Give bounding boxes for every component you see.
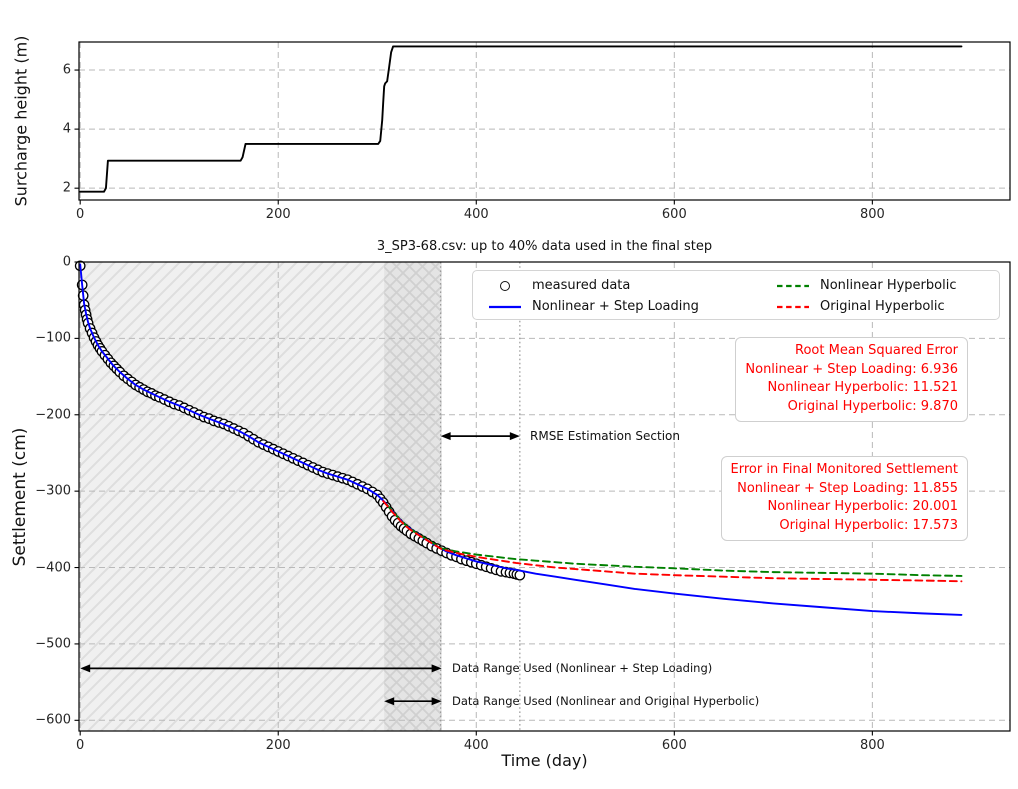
legend-entry-step-loading: Nonlinear + Step Loading [487, 296, 775, 317]
x-tick-label: 800 [859, 738, 885, 753]
x-tick-label: 0 [76, 207, 85, 222]
settlement-axis-label: Settlement (cm) [10, 427, 30, 567]
x-tick-label: 800 [859, 207, 885, 222]
blue-line-icon [487, 304, 523, 310]
y-tick-label: 4 [62, 121, 71, 137]
legend-label-nonlinear-hyperbolic: Nonlinear Hyperbolic [820, 278, 957, 293]
legend-label-step-loading: Nonlinear + Step Loading [532, 299, 699, 314]
x-tick-label: 200 [265, 207, 291, 222]
x-tick-label: 600 [661, 738, 687, 753]
y-tick-label: −200 [35, 407, 71, 423]
rmse-box-line: Nonlinear + Step Loading: 6.936 [745, 361, 958, 377]
error-box-line: Nonlinear + Step Loading: 11.855 [737, 480, 958, 496]
rmse-box-line: Nonlinear Hyperbolic: 11.521 [767, 380, 958, 396]
data-range-hyperbolic-annotation: Data Range Used (Nonlinear and Original … [452, 694, 760, 708]
chart-title: 3_SP3-68.csv: up to 40% data used in the… [376, 239, 713, 254]
x-tick-label: 600 [661, 207, 687, 222]
green-dashed-line-icon [775, 283, 811, 289]
y-tick-label: 2 [62, 180, 71, 196]
rmse-box-line: Original Hyperbolic: 9.870 [787, 399, 958, 415]
time-axis-label: Time (day) [501, 751, 588, 770]
x-tick-label: 400 [463, 207, 489, 222]
legend-label-original-hyperbolic: Original Hyperbolic [820, 299, 945, 314]
error-box-title: Error in Final Monitored Settlement [730, 462, 958, 477]
rmse-section-annotation: RMSE Estimation Section [530, 429, 681, 443]
rmse-error-box: Root Mean Squared Error Nonlinear + Step… [735, 337, 968, 422]
circle-marker-icon [487, 280, 523, 291]
legend-entry-nonlinear-hyperbolic: Nonlinear Hyperbolic [775, 275, 956, 296]
y-tick-label: −300 [35, 483, 71, 499]
surcharge-axis-label: Surcharge height (m) [11, 35, 31, 207]
x-tick-label: 0 [76, 738, 85, 753]
y-tick-label: −500 [35, 636, 71, 652]
data-range-step-loading-annotation: Data Range Used (Nonlinear + Step Loadin… [452, 661, 713, 675]
red-dashed-line-icon [775, 304, 811, 310]
final-settlement-error-box: Error in Final Monitored Settlement Nonl… [720, 456, 968, 541]
y-tick-label: 0 [62, 254, 71, 270]
rmse-box-title: Root Mean Squared Error [795, 343, 958, 358]
y-tick-label: 6 [62, 62, 71, 78]
x-tick-label: 400 [463, 738, 489, 753]
y-tick-label: −600 [35, 712, 71, 728]
y-tick-label: −100 [35, 330, 71, 346]
legend-label-measured-data: measured data [532, 278, 631, 293]
legend-entry-measured-data: measured data [487, 275, 775, 296]
x-tick-label: 200 [265, 738, 291, 753]
error-box-line: Original Hyperbolic: 17.573 [779, 518, 958, 534]
legend: measured data Nonlinear + Step Loading N… [472, 270, 1000, 320]
legend-entry-original-hyperbolic: Original Hyperbolic [775, 296, 956, 317]
error-box-line: Nonlinear Hyperbolic: 20.001 [767, 499, 958, 515]
y-tick-label: −400 [35, 560, 71, 576]
